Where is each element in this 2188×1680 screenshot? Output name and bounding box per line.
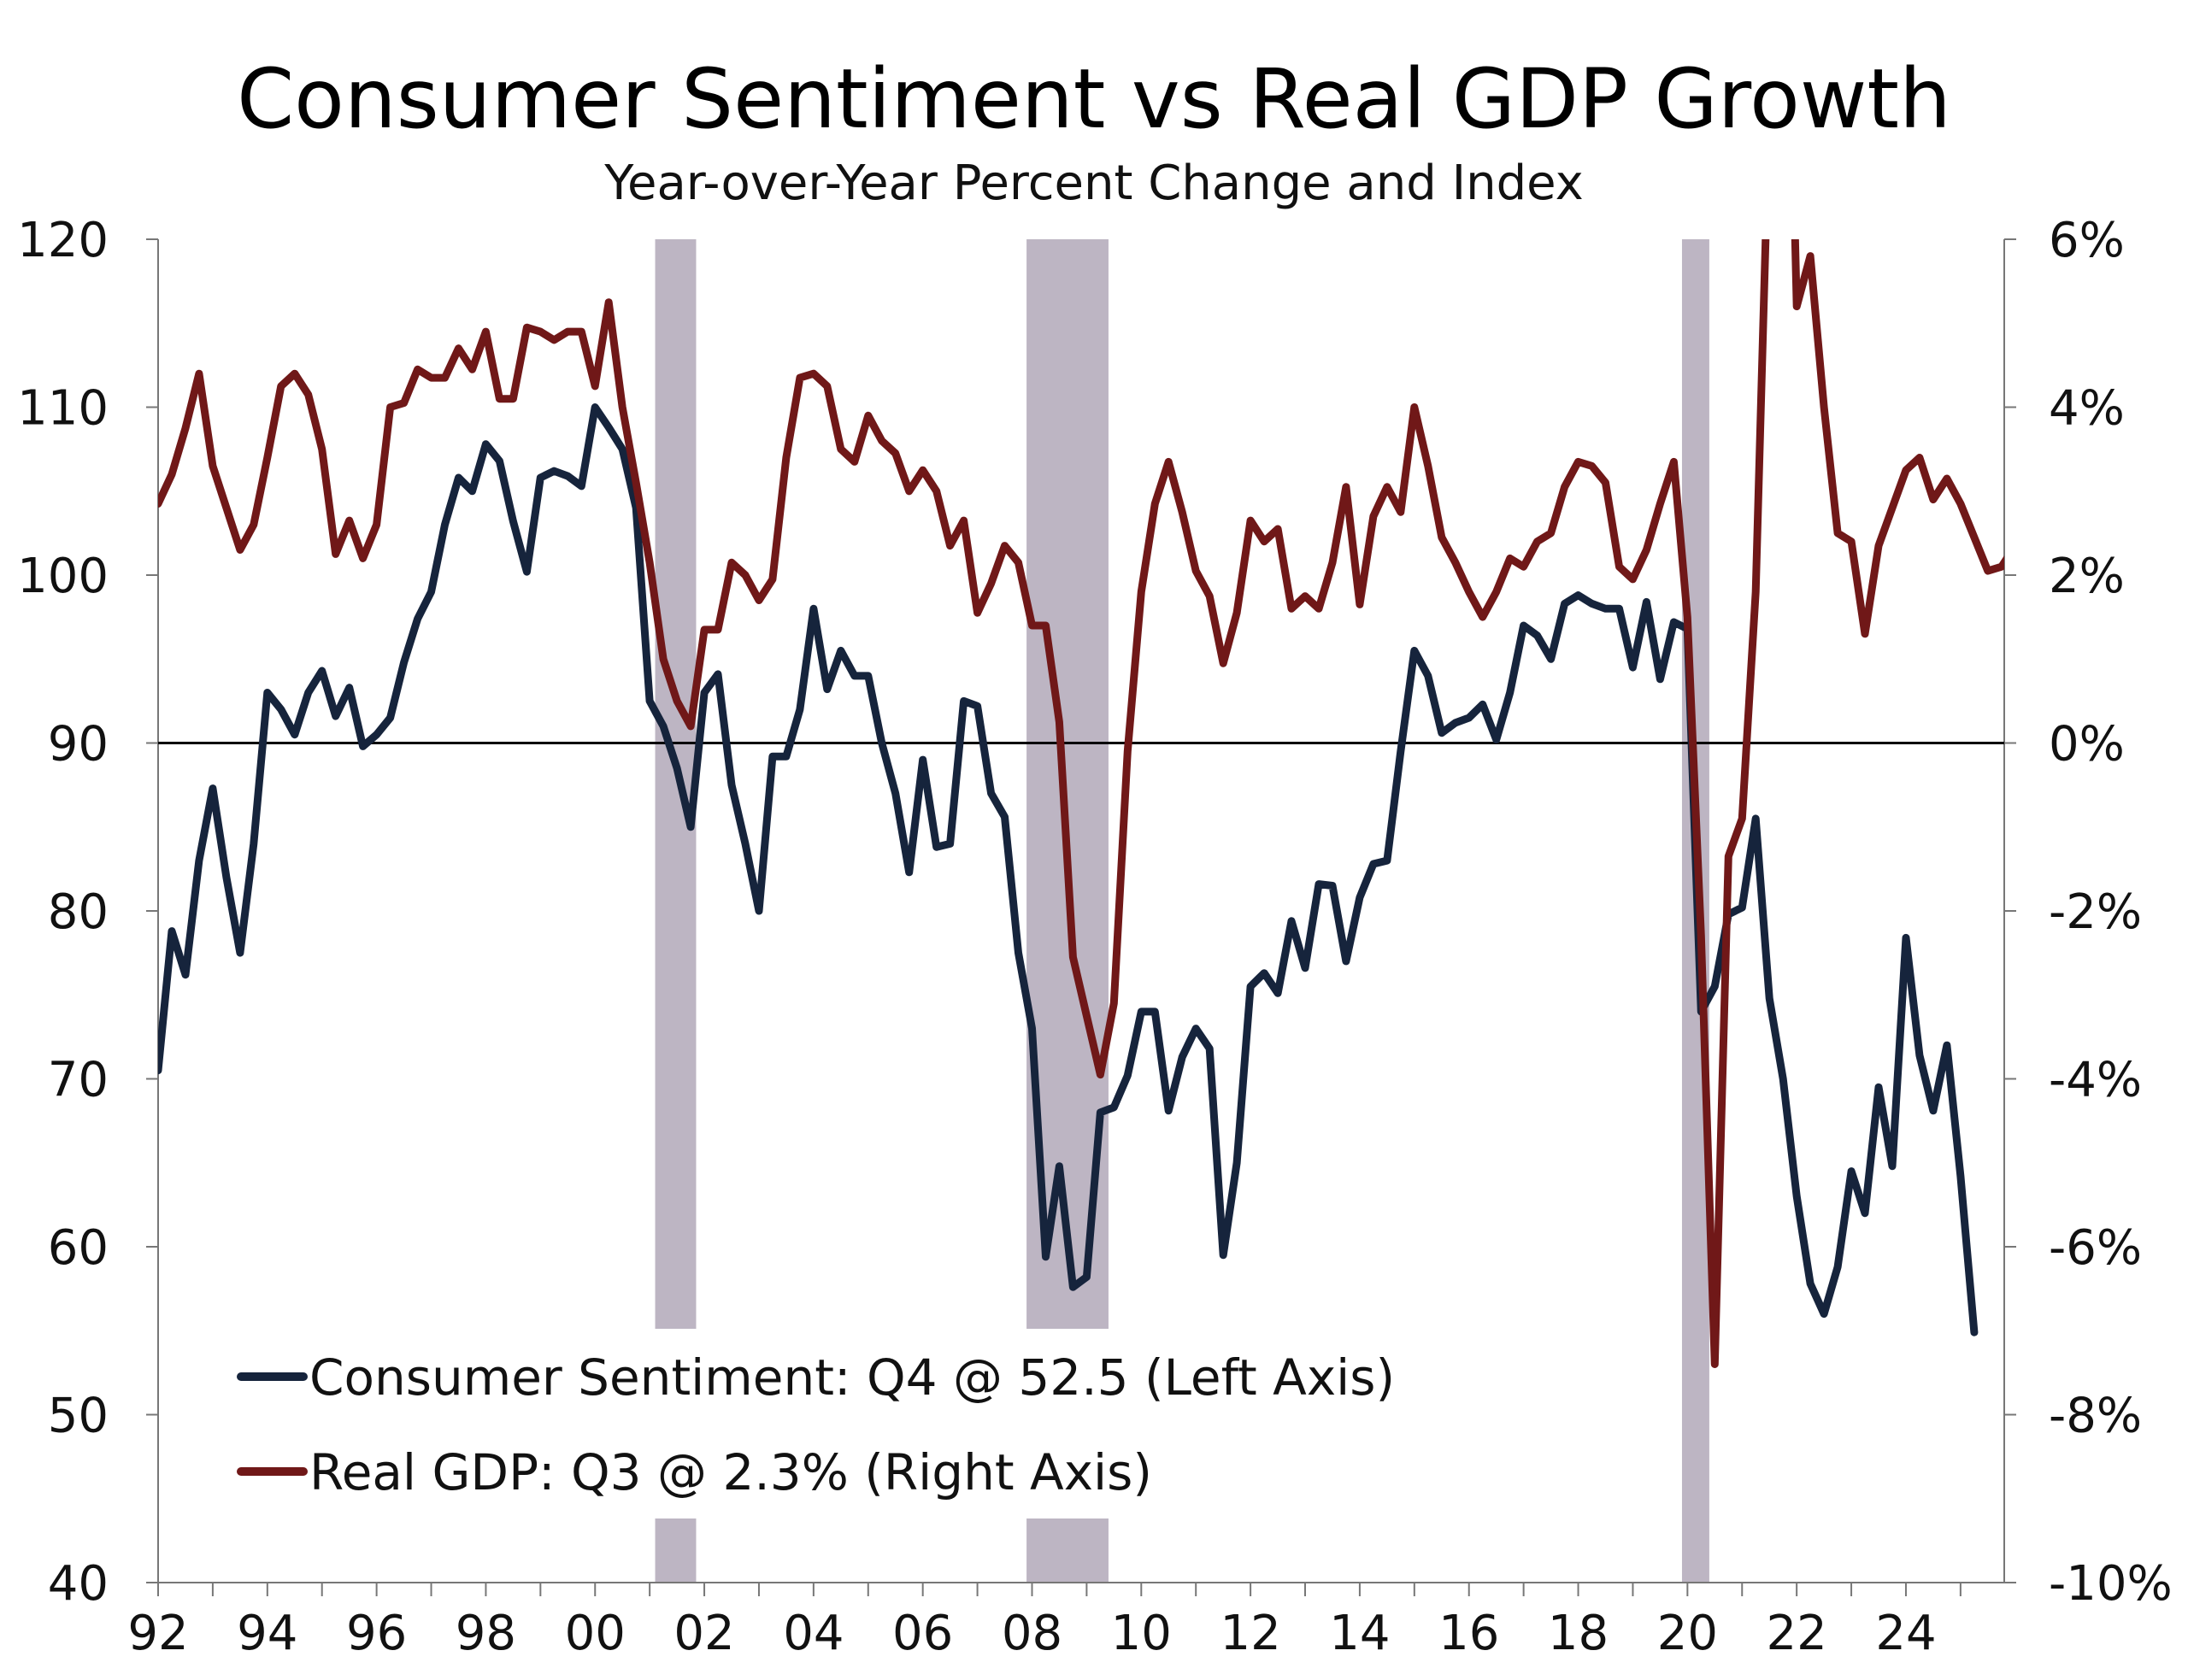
series-line-sentiment xyxy=(158,403,1979,1336)
x-axis-tick-label: 00 xyxy=(565,1606,626,1661)
left-axis-tick-label: 60 xyxy=(48,1220,109,1276)
series-lines xyxy=(158,239,2004,1368)
legend-label-gdp: Real GDP: Q3 @ 2.3% (Right Axis) xyxy=(309,1443,1152,1501)
x-axis-tick-label: 04 xyxy=(783,1606,844,1661)
chart-subtitle: Year-over-Year Percent Change and Index xyxy=(604,156,1584,211)
x-axis-tick-label: 12 xyxy=(1220,1606,1280,1661)
left-axis-tick-label: 100 xyxy=(17,549,109,604)
left-axis-tick-label: 90 xyxy=(48,717,109,772)
x-axis-tick-label: 06 xyxy=(892,1606,953,1661)
x-axis-tick-label: 14 xyxy=(1329,1606,1390,1661)
x-axis-tick-label: 24 xyxy=(1875,1606,1936,1661)
x-axis-tick-label: 10 xyxy=(1111,1606,1172,1661)
left-axis-tick-label: 120 xyxy=(17,213,109,268)
right-axis-tick-label: 6% xyxy=(2049,213,2125,268)
right-axis-tick-label: -10% xyxy=(2049,1556,2173,1612)
right-axis-tick-label: 0% xyxy=(2049,717,2125,772)
x-axis-tick-label: 18 xyxy=(1548,1606,1609,1661)
x-axis-tick-label: 92 xyxy=(127,1606,188,1661)
left-axis-tick-label: 40 xyxy=(48,1556,109,1612)
x-axis-tick-label: 94 xyxy=(237,1606,297,1661)
right-axis-tick-label: 2% xyxy=(2049,549,2125,604)
axes: 120 110 100 90 80 70 60 50 40 6% 4% 2% 0% -2% -4% -6% -8… xyxy=(17,213,2173,1661)
left-axis-tick-label: 70 xyxy=(48,1053,109,1108)
right-axis-tick-label: -4% xyxy=(2049,1053,2142,1108)
x-axis-tick-label: 96 xyxy=(346,1606,407,1661)
x-axis-tick-label: 98 xyxy=(456,1606,516,1661)
left-axis-tick-label: 50 xyxy=(48,1389,109,1444)
x-axis-tick-label: 16 xyxy=(1438,1606,1499,1661)
right-axis-tick-label: -8% xyxy=(2049,1389,2142,1444)
right-axis-tick-label: 4% xyxy=(2049,381,2125,437)
chart-title: Consumer Sentiment vs Real GDP Growth xyxy=(237,51,1951,147)
left-axis-tick-label: 110 xyxy=(17,381,109,437)
x-axis-tick-label: 22 xyxy=(1767,1606,1827,1661)
right-axis-tick-label: -6% xyxy=(2049,1220,2142,1276)
x-axis-tick-label: 20 xyxy=(1657,1606,1718,1661)
x-axis-tick-label: 08 xyxy=(1002,1606,1062,1661)
right-axis-tick-label: -2% xyxy=(2049,884,2142,940)
left-axis-tick-label: 80 xyxy=(48,884,109,940)
legend: Consumer Sentiment: Q4 @ 52.5 (Left Axis… xyxy=(195,1329,1460,1518)
legend-box xyxy=(195,1329,1460,1518)
series-line-gdp xyxy=(158,239,2004,1368)
x-axis-tick-label: 02 xyxy=(673,1606,734,1661)
legend-label-sentiment: Consumer Sentiment: Q4 @ 52.5 (Left Axis… xyxy=(309,1348,1395,1407)
